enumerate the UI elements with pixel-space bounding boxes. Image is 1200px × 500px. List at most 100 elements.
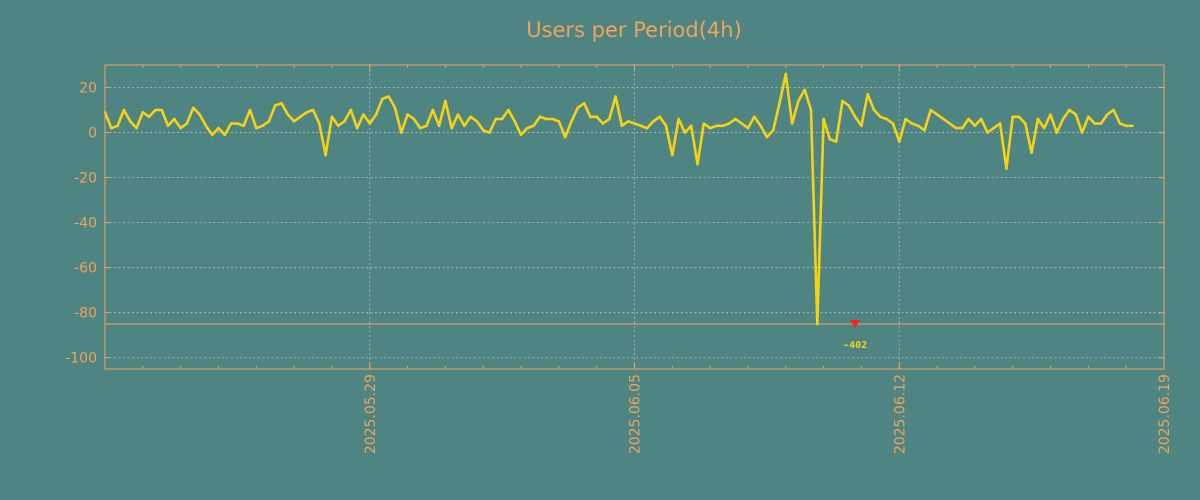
data-point	[929, 108, 933, 112]
data-point	[702, 122, 706, 125]
x-tick-label: 2025.06.19	[1157, 374, 1173, 454]
data-point	[595, 115, 598, 119]
data-point	[645, 126, 649, 130]
series-line	[103, 72, 1133, 326]
data-point	[1093, 122, 1096, 125]
data-point	[589, 115, 592, 119]
data-point	[179, 126, 182, 130]
data-points	[103, 72, 1134, 326]
y-tick-label: 20	[79, 81, 97, 97]
data-point	[538, 115, 542, 119]
data-point	[381, 97, 384, 101]
data-point	[683, 131, 687, 134]
data-point	[217, 126, 220, 130]
x-axis: 2025.05.29 2025.06.05 2025.06.12 2025.06.19	[142, 65, 1173, 454]
y-tick-label: 0	[88, 126, 97, 142]
data-point	[942, 117, 945, 121]
data-point	[122, 108, 126, 112]
data-point	[166, 124, 170, 128]
data-point	[368, 122, 372, 125]
data-point	[110, 126, 113, 130]
data-point	[393, 106, 397, 110]
data-point	[355, 126, 359, 130]
data-point	[563, 135, 567, 139]
data-point	[809, 108, 813, 112]
data-point	[904, 117, 907, 121]
data-point	[961, 126, 964, 130]
data-point	[1049, 113, 1052, 116]
data-point	[1068, 108, 1071, 112]
data-point	[519, 133, 523, 137]
data-point	[273, 104, 277, 107]
data-point	[500, 117, 504, 121]
data-point	[400, 131, 403, 134]
data-point	[343, 120, 346, 123]
data-point	[311, 108, 315, 112]
data-point	[267, 120, 271, 123]
data-point	[671, 153, 674, 157]
data-point	[948, 122, 951, 125]
data-point	[545, 117, 548, 121]
data-point	[715, 124, 718, 128]
data-point	[986, 131, 989, 134]
data-point	[614, 95, 617, 98]
data-point	[1024, 122, 1027, 125]
y-tick-label: -80	[74, 306, 97, 322]
data-point	[1011, 115, 1014, 119]
data-point	[280, 102, 283, 105]
data-point	[488, 131, 491, 134]
data-point	[286, 113, 290, 116]
data-point	[658, 115, 661, 119]
data-point	[229, 122, 233, 125]
data-point	[305, 111, 309, 114]
data-point	[847, 104, 851, 107]
data-point	[828, 138, 832, 141]
data-point	[444, 99, 447, 103]
data-point	[1017, 115, 1021, 119]
data-point	[891, 122, 895, 125]
data-point	[860, 124, 863, 128]
data-point	[1061, 117, 1065, 121]
data-point	[620, 124, 624, 128]
data-point	[450, 126, 454, 130]
data-point	[374, 113, 378, 116]
x-tick-label: 2025.05.29	[363, 374, 379, 454]
data-point	[746, 126, 750, 130]
data-point	[778, 102, 781, 105]
data-point	[412, 117, 416, 121]
data-point	[797, 99, 800, 103]
data-point	[816, 322, 819, 326]
data-point	[116, 124, 119, 128]
data-point	[664, 124, 668, 128]
data-point	[853, 115, 857, 119]
data-point	[299, 115, 302, 119]
data-point	[387, 95, 391, 98]
min-marker-triangle	[850, 319, 861, 328]
data-point	[147, 115, 151, 119]
data-point	[879, 115, 882, 119]
data-point	[834, 140, 838, 143]
data-point	[223, 133, 227, 137]
data-point	[1087, 115, 1090, 119]
data-point	[198, 113, 201, 116]
data-point	[431, 108, 435, 112]
data-point	[822, 117, 825, 121]
data-point	[582, 102, 586, 105]
data-point	[916, 124, 920, 128]
data-point	[1118, 122, 1122, 125]
data-point	[507, 108, 510, 112]
data-point	[1099, 122, 1103, 125]
data-point	[708, 126, 712, 130]
data-point	[173, 117, 176, 121]
data-point	[576, 106, 580, 110]
data-point	[141, 111, 145, 114]
data-point	[954, 126, 958, 130]
data-point	[1036, 117, 1040, 121]
data-point	[204, 124, 208, 128]
data-point	[248, 108, 252, 112]
data-point	[160, 108, 163, 112]
data-point	[330, 115, 334, 119]
data-point	[551, 117, 554, 121]
data-point	[652, 120, 655, 123]
data-point	[973, 124, 977, 128]
